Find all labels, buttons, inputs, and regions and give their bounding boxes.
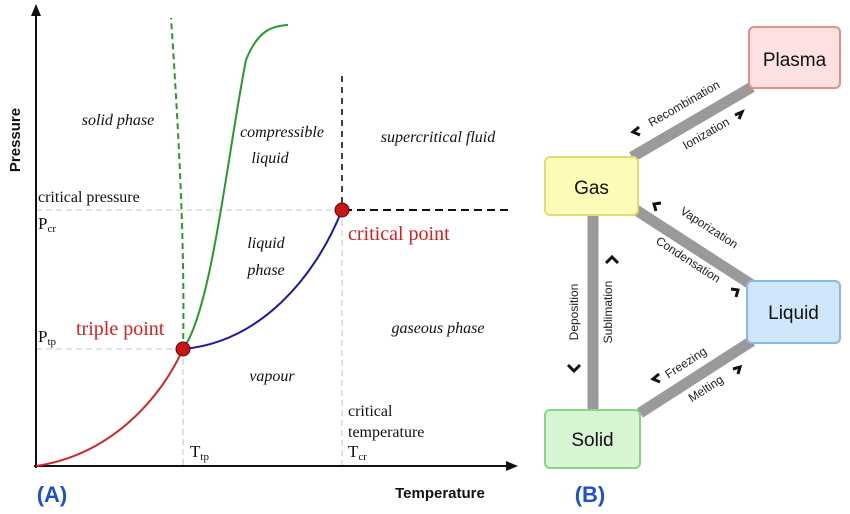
region-liquid-1: liquid (247, 235, 285, 252)
node-liquid: Liquid (746, 280, 841, 344)
t-cr-main: T (348, 442, 359, 461)
anomalous-melting-curve (170, 17, 185, 350)
t-tp-sub: tp (200, 451, 209, 463)
critical-temperature-2: temperature (348, 424, 424, 441)
node-plasma: Plasma (748, 26, 841, 89)
chevron-left-icon-2 (650, 372, 661, 384)
node-liquid-label: Liquid (768, 303, 819, 324)
phase-diagram: Pressure Temperature (A) solid phase com… (7, 4, 518, 507)
chevron-down-right-icon (730, 287, 740, 298)
critical-point-marker (334, 202, 350, 218)
region-vapour: vapour (249, 368, 295, 385)
p-cr-main: P (38, 214, 47, 233)
chevron-up-left-icon (652, 201, 662, 212)
x-axis-label: Temperature (395, 485, 485, 502)
triple-point-label: triple point (76, 318, 165, 340)
critical-temperature-1: critical (348, 403, 393, 420)
melting-curve (182, 24, 289, 350)
chevron-left-icon (630, 125, 641, 137)
node-gas-label: Gas (574, 178, 609, 199)
node-solid: Solid (544, 409, 641, 469)
triple-point-marker (175, 341, 191, 357)
p-tp-main: P (38, 327, 47, 346)
t-cr-sub: cr (358, 451, 367, 463)
vaporization-curve (182, 209, 343, 350)
region-compressible-2: liquid (251, 150, 289, 167)
chevron-right-icon (734, 109, 745, 120)
region-gaseous: gaseous phase (392, 320, 485, 337)
t-tp-main: T (190, 442, 201, 461)
p-cr-label: Pcr (38, 214, 56, 235)
region-liquid-2: phase (246, 262, 284, 279)
x-axis-arrow (506, 461, 518, 471)
node-plasma-label: Plasma (763, 50, 827, 71)
t-tp-label: Ttp (190, 442, 209, 463)
p-cr-sub: cr (47, 223, 56, 235)
region-compressible-1: compressible (240, 124, 324, 141)
node-solid-label: Solid (571, 430, 613, 451)
t-cr-label: Tcr (348, 442, 367, 463)
critical-pressure-label: critical pressure (38, 189, 140, 206)
connector-solid-liquid (637, 336, 755, 418)
chevron-down-icon (566, 363, 582, 374)
chevron-right-icon-2 (732, 364, 743, 375)
label-deposition: Deposition (567, 284, 581, 341)
p-tp-label: Ptp (38, 327, 57, 348)
node-gas: Gas (544, 156, 639, 216)
panel-a-label: (A) (37, 482, 68, 507)
region-supercritical: supercritical fluid (381, 129, 497, 146)
label-sublimation: Sublimation (601, 281, 615, 344)
state-diagram: Plasma Gas Liquid Solid Recombination Io… (544, 26, 841, 507)
region-solid: solid phase (82, 112, 154, 129)
panel-b-label: (B) (575, 482, 606, 507)
connector-gas-liquid (633, 205, 755, 290)
sublimation-curve (35, 348, 184, 467)
connector-gas-plasma (629, 82, 755, 162)
y-axis-arrow (31, 4, 41, 16)
p-tp-sub: tp (47, 336, 56, 348)
y-axis-label: Pressure (7, 108, 24, 172)
chevron-up-icon (604, 254, 620, 265)
critical-point-label: critical point (348, 223, 450, 245)
